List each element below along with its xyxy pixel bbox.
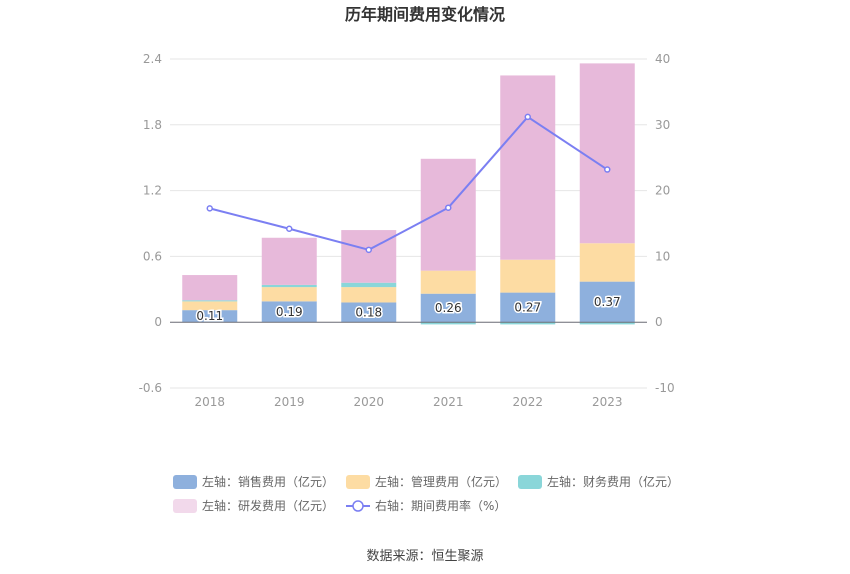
legend-item[interactable]: 左轴：销售费用（亿元） <box>173 474 334 489</box>
left-tick-label: 0 <box>154 315 162 329</box>
chart-title: 历年期间费用变化情况 <box>345 5 505 24</box>
right-tick-label: 10 <box>655 249 670 263</box>
legend-swatch <box>346 475 370 489</box>
bar <box>261 287 317 302</box>
left-tick-label: 1.8 <box>143 118 162 132</box>
right-tick-label: 40 <box>655 52 670 66</box>
data-labels: 0.11 0.19 0.18 0.26 0.27 0.37 <box>195 293 622 324</box>
bar-value-label: 0.19 <box>276 305 303 319</box>
right-axis: -10 0 10 20 30 40 <box>655 52 675 395</box>
bar <box>579 322 635 325</box>
left-tick-label: 2.4 <box>143 52 162 66</box>
legend-label: 左轴：研发费用（亿元） <box>202 498 334 513</box>
x-axis: 2018 2019 2020 2021 2022 2023 <box>194 395 622 409</box>
bar <box>182 301 238 311</box>
bar <box>420 293 476 323</box>
left-tick-label: -0.6 <box>139 381 162 395</box>
right-tick-label: 0 <box>655 315 663 329</box>
x-tick-label: 2022 <box>512 395 543 409</box>
left-axis: -0.6 0 0.6 1.2 1.8 2.4 <box>139 52 162 395</box>
legend-label: 右轴：期间费用率（%） <box>375 498 506 513</box>
rate-point <box>445 204 452 211</box>
rate-line <box>209 115 608 251</box>
bar <box>420 270 476 294</box>
left-tick-label: 0.6 <box>143 249 162 263</box>
x-tick-label: 2018 <box>194 395 225 409</box>
bar-value-label: 0.11 <box>196 309 223 323</box>
rate-point <box>286 225 293 233</box>
grid-lines <box>170 58 647 389</box>
bar <box>341 302 397 323</box>
right-tick-label: -10 <box>655 381 675 395</box>
x-tick-label: 2020 <box>353 395 384 409</box>
bar <box>261 284 317 288</box>
bar-value-label: 0.18 <box>355 305 382 319</box>
bar <box>579 243 635 282</box>
bar <box>420 322 476 325</box>
legend-label: 左轴：管理费用（亿元） <box>375 474 507 489</box>
bar <box>261 237 317 285</box>
x-tick-label: 2023 <box>592 395 623 409</box>
rate-point <box>604 166 611 173</box>
bar-series <box>182 63 635 325</box>
bar <box>341 230 397 283</box>
legend-label: 左轴：销售费用（亿元） <box>202 474 334 489</box>
legend-item[interactable]: 左轴：管理费用（亿元） <box>346 474 507 489</box>
rate-point <box>524 113 531 121</box>
bar <box>341 287 397 303</box>
source-note: 数据来源：恒生聚源 <box>366 549 483 564</box>
legend-marker <box>352 500 364 512</box>
legend-item[interactable]: 左轴：财务费用（亿元） <box>518 474 679 489</box>
bar <box>341 282 397 288</box>
rate-point <box>365 246 372 254</box>
x-tick-label: 2021 <box>433 395 464 409</box>
legend-swatch <box>173 499 197 513</box>
left-tick-label: 1.2 <box>143 184 162 198</box>
bar <box>500 322 556 325</box>
right-tick-label: 20 <box>655 184 670 198</box>
bar <box>579 281 635 323</box>
bar-value-label: 0.27 <box>514 300 541 314</box>
bar <box>182 275 238 301</box>
legend[interactable]: 左轴：销售费用（亿元） 左轴：管理费用（亿元） 左轴：财务费用（亿元） 左轴：研发费用… <box>173 474 679 513</box>
line-series <box>206 113 611 254</box>
bar-value-label: 0.37 <box>594 295 621 309</box>
legend-swatch <box>173 475 197 489</box>
bar <box>500 259 556 293</box>
bar <box>420 158 476 271</box>
legend-item[interactable]: 右轴：期间费用率（%） <box>346 498 506 513</box>
rate-point <box>206 205 213 212</box>
x-tick-label: 2019 <box>274 395 305 409</box>
bar <box>261 301 317 323</box>
right-tick-label: 30 <box>655 118 670 132</box>
bar <box>182 310 238 323</box>
bar <box>182 300 238 302</box>
legend-label: 左轴：财务费用（亿元） <box>547 474 679 489</box>
bar-value-label: 0.26 <box>435 301 462 315</box>
legend-swatch <box>518 475 542 489</box>
bar <box>579 63 635 244</box>
bar <box>500 75 556 260</box>
legend-item[interactable]: 左轴：研发费用（亿元） <box>173 498 334 513</box>
bar <box>500 292 556 323</box>
